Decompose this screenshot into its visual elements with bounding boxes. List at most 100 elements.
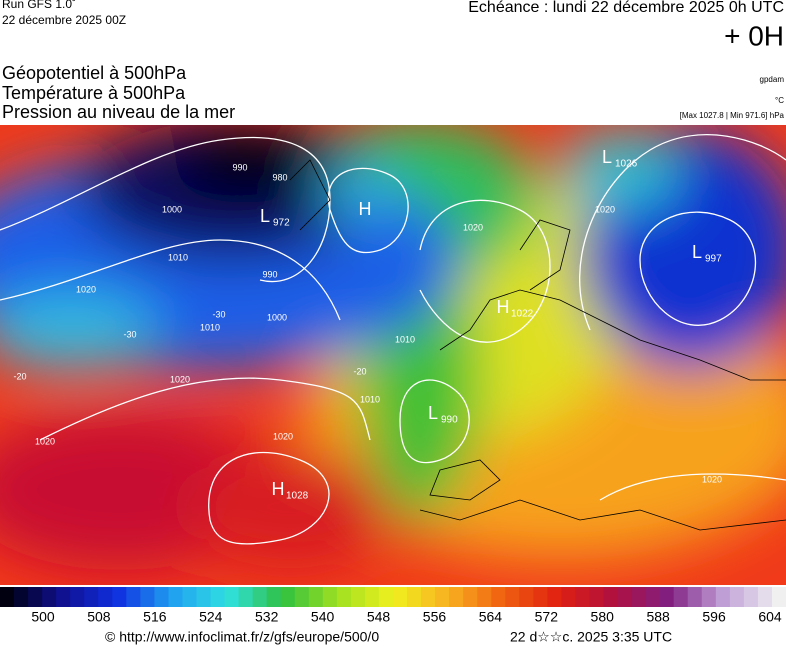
colorbar-swatch xyxy=(294,587,310,607)
colorbar-swatch xyxy=(224,587,240,607)
colorbar-swatch xyxy=(477,587,492,607)
pressure-value: 1022 xyxy=(511,309,534,320)
colorbar-label: 548 xyxy=(367,609,391,625)
colorbar-swatch xyxy=(645,587,661,607)
colorbar-swatch xyxy=(378,587,394,607)
colorbar-label: 572 xyxy=(535,609,559,625)
colorbar-swatch xyxy=(575,587,590,607)
pressure-value: 1028 xyxy=(286,491,309,502)
colorbar-label: 508 xyxy=(87,609,111,625)
colorbar-swatch xyxy=(533,587,548,607)
field-name: Température à 500hPa xyxy=(2,83,186,103)
isobar-label: 1010 xyxy=(200,322,220,332)
isobar-label: 1020 xyxy=(76,284,96,294)
pressure-center: H xyxy=(359,199,372,219)
colorbar-label: 596 xyxy=(702,609,726,625)
isobar-label: -30 xyxy=(212,309,225,319)
isobar-label: 1020 xyxy=(702,474,722,484)
colorbar-swatch xyxy=(435,587,450,607)
isobar-label: 1010 xyxy=(168,252,188,262)
isobar-label: 990 xyxy=(232,162,247,172)
colorbar-swatch xyxy=(70,587,85,607)
colorbar-swatch xyxy=(561,587,576,607)
colorbar-swatch xyxy=(421,587,436,607)
colorbar-swatch xyxy=(56,587,71,607)
pressure-center: L xyxy=(260,206,270,226)
colorbar-swatch xyxy=(0,587,15,607)
colorbar-swatch xyxy=(407,587,422,607)
footer-date: 22 d☆☆c. 2025 3:35 UTC xyxy=(510,629,672,645)
pressure-center: L xyxy=(428,403,438,423)
colorbar-swatch xyxy=(519,587,534,607)
isobar-label: 1020 xyxy=(35,436,55,446)
isobar-label: 980 xyxy=(272,172,287,182)
colorbar-swatch xyxy=(449,587,464,607)
isobar-label: 1000 xyxy=(267,312,287,322)
colorbar-swatch xyxy=(729,587,745,607)
colorbar-swatch xyxy=(491,587,506,607)
pressure-value: 1026 xyxy=(615,159,638,170)
colorbar-swatch xyxy=(589,587,605,607)
colorbar-swatch xyxy=(168,587,183,607)
forecast-time: Echéance : lundi 22 décembre 2025 0h UTC xyxy=(468,0,784,16)
pressure-value: 997 xyxy=(705,254,722,265)
colorbar-swatch xyxy=(771,587,786,607)
pressure-center: L xyxy=(692,242,702,262)
colorbar-label: 588 xyxy=(646,609,670,625)
colorbar-label: 532 xyxy=(255,609,279,625)
colorbar-swatch xyxy=(463,587,478,607)
colorbar-swatch xyxy=(701,587,717,607)
run-date: 22 décembre 2025 00Z xyxy=(2,13,126,27)
lead-time: + 0H xyxy=(724,20,784,51)
colorbar-swatch xyxy=(14,587,29,607)
colorbar-swatch xyxy=(112,587,127,607)
pressure-value: 972 xyxy=(273,218,290,229)
isobar-label: 1020 xyxy=(170,374,190,384)
colorbar-swatch xyxy=(673,587,689,607)
colorbar-swatch xyxy=(322,587,338,607)
unit: [Max 1027.8 | Min 971.6] hPa xyxy=(680,111,785,120)
colorbar-label: 500 xyxy=(31,609,55,625)
colorbar-swatch xyxy=(196,587,212,607)
colorbar-swatch xyxy=(84,587,99,607)
colorbar-label: 564 xyxy=(479,609,503,625)
colorbar-swatch xyxy=(350,587,366,607)
colorbar-swatch xyxy=(140,587,155,607)
colorbar-swatch xyxy=(42,587,57,607)
colorbar-label: 580 xyxy=(591,609,615,625)
colorbar-swatch xyxy=(266,587,282,607)
colorbar-label: 604 xyxy=(758,609,782,625)
colorbar-swatch xyxy=(252,587,268,607)
unit: °C xyxy=(775,96,784,105)
colorbar-swatch xyxy=(757,587,773,607)
unit: gpdam xyxy=(760,75,785,84)
colorbar-swatch xyxy=(126,587,141,607)
colorbar-swatch xyxy=(393,587,408,607)
field-name: Géopotentiel à 500hPa xyxy=(2,63,187,83)
colorbar-swatch xyxy=(603,587,619,607)
colorbar-label: 516 xyxy=(143,609,167,625)
isobar-label: 1010 xyxy=(395,334,415,344)
colorbar-swatch xyxy=(336,587,352,607)
colorbar-swatch xyxy=(364,587,380,607)
colorbar-swatch xyxy=(743,587,759,607)
isobar-label: 990 xyxy=(262,269,277,279)
colorbar-swatch xyxy=(659,587,675,607)
pressure-value: 990 xyxy=(441,415,458,426)
colorbar-swatch xyxy=(631,587,647,607)
colorbar-swatch xyxy=(280,587,296,607)
map xyxy=(0,125,786,585)
footer-source: © http://www.infoclimat.fr/z/gfs/europe/… xyxy=(105,629,379,645)
colorbar-label: 540 xyxy=(311,609,335,625)
isobar-label: 1010 xyxy=(360,394,380,404)
pressure-center: L xyxy=(602,147,612,167)
isobar-label: 1000 xyxy=(162,204,182,214)
colorbar-swatch xyxy=(210,587,226,607)
colorbar-swatch xyxy=(687,587,703,607)
field-name: Pression au niveau de la mer xyxy=(2,102,235,122)
colorbar-label: 524 xyxy=(199,609,223,625)
colorbar-swatch xyxy=(28,587,43,607)
colorbar-swatch xyxy=(154,587,169,607)
pressure-center: H xyxy=(272,479,285,499)
colorbar-label: 556 xyxy=(423,609,447,625)
